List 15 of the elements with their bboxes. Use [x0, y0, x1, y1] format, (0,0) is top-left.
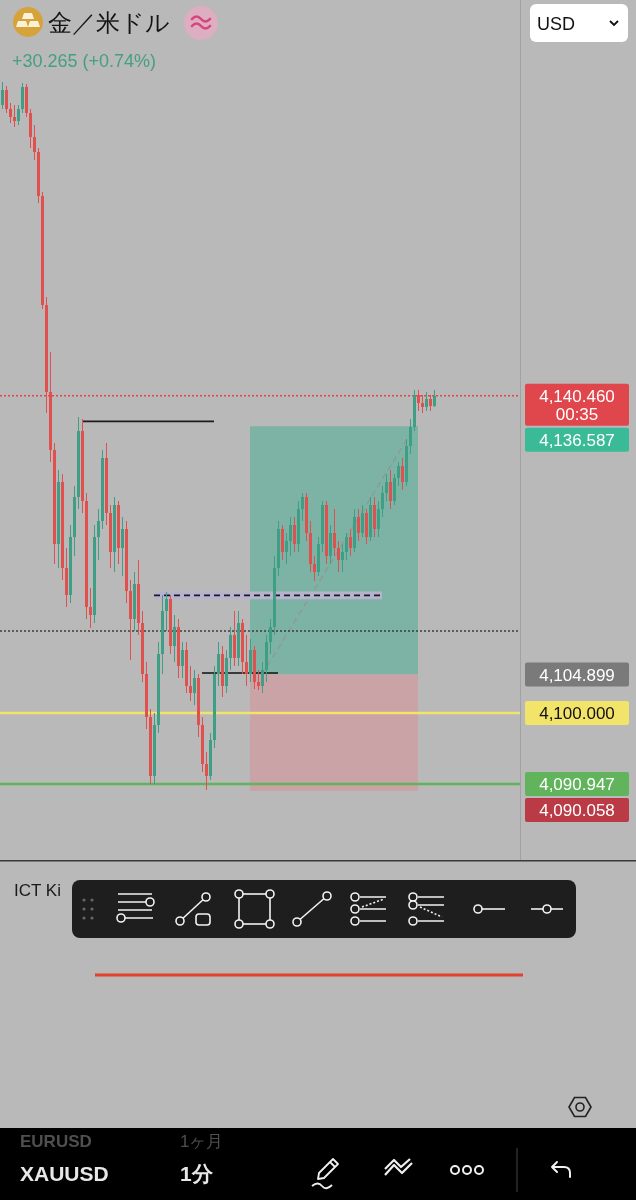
text: +30.265 (+0.74%)	[12, 51, 157, 71]
text: 1分	[180, 1162, 214, 1185]
text: 4,090.058	[539, 800, 615, 820]
text: 4,136.587	[539, 430, 615, 450]
y-tick-label: 4,090.947	[539, 774, 615, 794]
text: 1ヶ月	[180, 1132, 224, 1151]
text: ICT Ki	[14, 881, 61, 900]
y-tick-label: 4,140.460	[539, 386, 615, 406]
text: XAUUSD	[20, 1162, 109, 1185]
control-currency-select: USD	[530, 4, 628, 42]
y-tick-label: 4,100.000	[539, 703, 615, 723]
text: 00:35	[555, 404, 599, 424]
chart-title: 金／米ドル	[48, 9, 170, 36]
y-tick-label: 4,104.899	[539, 665, 615, 685]
text: EURUSD	[20, 1132, 92, 1151]
